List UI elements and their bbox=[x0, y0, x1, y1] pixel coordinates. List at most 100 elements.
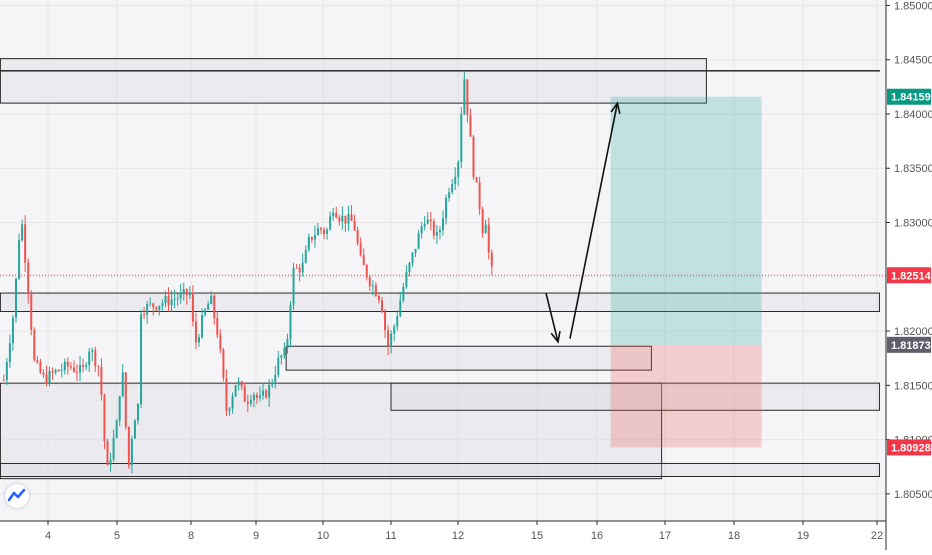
candle-body bbox=[112, 437, 115, 460]
candle-body bbox=[310, 236, 313, 240]
candle-body bbox=[103, 394, 106, 442]
candle-body bbox=[393, 326, 396, 334]
candle-body bbox=[213, 295, 216, 319]
price-label-stop bbox=[887, 439, 931, 456]
candle-body bbox=[490, 252, 493, 267]
candle-body bbox=[146, 304, 149, 315]
y-tick-label: 1.83000 bbox=[894, 218, 932, 230]
candle-body bbox=[27, 262, 30, 295]
x-tick-label: 17 bbox=[659, 530, 671, 542]
y-tick-label: 1.82000 bbox=[894, 326, 932, 338]
long-position bbox=[610, 96, 762, 448]
candle-body bbox=[478, 182, 481, 210]
candle-body bbox=[97, 366, 100, 367]
candle-body bbox=[222, 349, 225, 379]
candle-body bbox=[69, 366, 72, 368]
arrow-shaft bbox=[545, 292, 559, 343]
candle-body bbox=[341, 215, 344, 222]
candle-body bbox=[338, 217, 341, 222]
arrow-head bbox=[610, 101, 621, 115]
price-label-entry bbox=[887, 336, 931, 353]
candle-body bbox=[63, 361, 66, 371]
candle-body bbox=[149, 303, 152, 305]
candle-body bbox=[408, 262, 411, 273]
candle-body bbox=[438, 229, 441, 232]
candle-body bbox=[21, 224, 24, 241]
candles bbox=[2, 71, 493, 474]
candle-body bbox=[176, 298, 179, 300]
candle-body bbox=[210, 295, 213, 305]
candle-body bbox=[359, 243, 362, 256]
candle-body bbox=[292, 267, 295, 305]
candle-body bbox=[185, 289, 188, 296]
candle-body bbox=[51, 371, 54, 373]
candle-body bbox=[11, 317, 14, 344]
candle-body bbox=[320, 228, 322, 230]
candle-body bbox=[423, 223, 426, 227]
candle-body bbox=[115, 420, 118, 438]
candle-body bbox=[118, 396, 121, 421]
candle-body bbox=[18, 240, 21, 279]
candle-body bbox=[57, 369, 60, 372]
x-tick-label: 4 bbox=[45, 530, 51, 542]
candle-body bbox=[420, 226, 423, 234]
candle-body bbox=[414, 248, 417, 253]
candle-body bbox=[405, 272, 408, 287]
candle-body bbox=[24, 224, 27, 263]
time-axis-bg bbox=[0, 521, 932, 550]
candle-body bbox=[265, 390, 268, 398]
x-tick-label: 16 bbox=[591, 530, 603, 542]
candle-body bbox=[246, 401, 249, 404]
x-tick-label: 15 bbox=[531, 530, 543, 542]
tradingview-logo[interactable] bbox=[5, 484, 29, 508]
candle-body bbox=[167, 295, 170, 306]
candle-body bbox=[100, 366, 103, 395]
candle-body bbox=[374, 285, 377, 297]
candle-body bbox=[350, 214, 353, 221]
candle-body bbox=[390, 333, 393, 347]
candle-body bbox=[140, 314, 143, 405]
candle-body bbox=[54, 369, 57, 373]
candle-body bbox=[36, 360, 39, 362]
candle-body bbox=[194, 321, 197, 343]
x-tick-label: 18 bbox=[728, 530, 740, 542]
candle-body bbox=[188, 292, 191, 296]
candle-body bbox=[344, 215, 347, 224]
candle-body bbox=[48, 371, 51, 384]
price-label-text: 1.84159 bbox=[891, 92, 931, 104]
candle-body bbox=[259, 395, 261, 398]
candle-body bbox=[255, 394, 258, 398]
candle-body bbox=[5, 362, 8, 381]
candle-body bbox=[170, 299, 173, 306]
candle-body bbox=[280, 355, 283, 358]
candle-body bbox=[225, 378, 228, 411]
candle-body bbox=[137, 404, 139, 421]
candle-body bbox=[326, 229, 329, 234]
chart-logo-icon bbox=[7, 488, 26, 502]
candle-body bbox=[91, 350, 94, 352]
candle-body bbox=[33, 329, 36, 361]
candle-body bbox=[469, 115, 472, 137]
candle-body bbox=[323, 229, 326, 234]
x-tick-label: 12 bbox=[452, 530, 464, 542]
candle-body bbox=[179, 292, 182, 299]
candle-body bbox=[289, 304, 292, 340]
candle-body bbox=[30, 294, 33, 330]
candle-body bbox=[396, 316, 399, 327]
candle-body bbox=[66, 361, 69, 367]
candle-body bbox=[60, 370, 63, 372]
y-tick-label: 1.81500 bbox=[894, 380, 932, 392]
plot-background bbox=[0, 0, 886, 521]
candle-body bbox=[231, 396, 234, 409]
candle-body bbox=[445, 198, 448, 219]
candle-body bbox=[362, 255, 365, 266]
candle-body bbox=[402, 286, 405, 301]
candle-body bbox=[371, 285, 374, 287]
candle-body bbox=[82, 365, 85, 367]
candle-body bbox=[347, 214, 350, 224]
candle-body bbox=[301, 262, 304, 273]
candle-body bbox=[109, 459, 112, 465]
candle-body bbox=[377, 296, 380, 301]
